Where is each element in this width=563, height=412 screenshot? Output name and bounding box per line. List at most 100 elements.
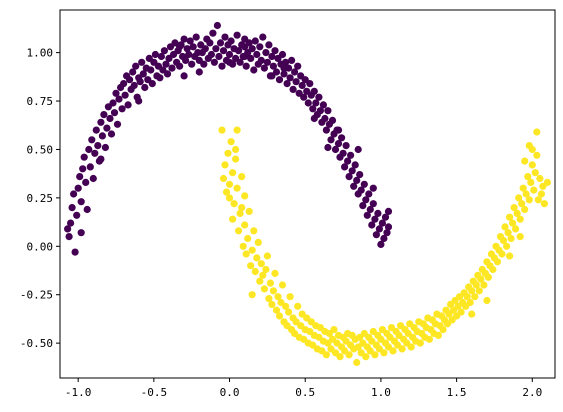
scatter-point — [300, 93, 308, 101]
scatter-point — [268, 300, 276, 308]
scatter-point — [106, 114, 114, 123]
scatter-point — [76, 173, 84, 181]
scatter-point — [242, 250, 250, 258]
scatter-point — [304, 99, 312, 107]
scatter-point — [310, 87, 318, 95]
scatter-point — [82, 178, 90, 186]
scatter-point — [534, 196, 542, 204]
scatter-point — [463, 293, 471, 301]
scatter-point — [262, 49, 270, 57]
scatter-point — [260, 64, 268, 72]
scatter-point — [498, 250, 506, 258]
scatter-point — [256, 277, 264, 285]
scatter-point — [536, 174, 544, 183]
scatter-point — [253, 50, 261, 59]
scatter-point — [282, 302, 290, 310]
scatter-point — [257, 260, 265, 268]
scatter-point — [472, 281, 480, 289]
scatter-point — [359, 202, 367, 210]
scatter-point — [157, 52, 165, 61]
scatter-point — [212, 45, 220, 53]
scatter-point — [151, 50, 159, 59]
scatter-point — [238, 173, 246, 181]
scatter-point — [510, 204, 518, 212]
scatter-point — [398, 345, 406, 353]
scatter-point — [259, 33, 267, 41]
scatter-point — [256, 43, 264, 51]
scatter-point — [350, 182, 358, 190]
scatter-point — [330, 326, 338, 334]
scatter-point — [221, 161, 229, 169]
scatter-point — [353, 358, 361, 367]
scatter-point — [121, 91, 129, 99]
scatter-point — [236, 209, 244, 217]
scatter-point — [533, 151, 541, 159]
scatter-point — [232, 155, 240, 163]
scatter-point — [525, 142, 533, 150]
scatter-point — [285, 308, 293, 316]
scatter-point — [368, 221, 376, 229]
scatter-point — [103, 124, 111, 132]
scatter-point — [232, 145, 240, 154]
scatter-point — [268, 72, 276, 80]
scatter-point — [245, 207, 253, 215]
scatter-point — [522, 190, 530, 198]
scatter-point — [180, 35, 188, 43]
x-tick-label: 1.5 — [447, 386, 467, 399]
scatter-point — [286, 293, 294, 301]
scatter-point — [97, 155, 105, 163]
x-tick-label: -1.0 — [65, 386, 92, 399]
scatter-point — [384, 207, 393, 215]
scatter-point — [94, 142, 102, 150]
scatter-point — [247, 262, 255, 270]
scatter-point — [543, 178, 552, 186]
scatter-point — [518, 200, 526, 208]
scatter-point — [241, 52, 249, 61]
scatter-point — [321, 114, 329, 123]
scatter-point — [162, 60, 170, 68]
scatter-point — [250, 66, 258, 74]
x-tick-label: 1.0 — [371, 386, 391, 399]
scatter-point — [97, 118, 105, 126]
x-tick-label: 0.0 — [220, 386, 240, 399]
scatter-point — [319, 101, 327, 109]
scatter-point — [292, 78, 300, 86]
scatter-point — [338, 134, 346, 142]
scatter-point — [511, 225, 520, 233]
scatter-point — [77, 229, 85, 237]
scatter-point — [130, 81, 138, 90]
scatter-point — [380, 349, 388, 357]
scatter-point — [241, 221, 249, 229]
scatter-point — [74, 184, 82, 192]
scatter-point — [280, 64, 288, 72]
scatter-point — [289, 85, 297, 93]
scatter-point — [269, 287, 277, 295]
scatter-point — [210, 58, 218, 66]
scatter-point — [378, 219, 386, 227]
scatter-point — [360, 180, 368, 188]
scatter-point — [324, 107, 332, 115]
scatter-point — [227, 138, 235, 146]
scatter-point — [348, 167, 356, 175]
scatter-point — [233, 184, 241, 192]
scatter-point — [530, 186, 538, 194]
scatter-point — [537, 190, 546, 198]
y-tick-label: -0.25 — [20, 289, 53, 302]
scatter-point — [206, 39, 214, 47]
x-tick-label: -0.5 — [141, 386, 168, 399]
scatter-point — [331, 145, 340, 154]
scatter-point — [233, 31, 241, 39]
scatter-point — [139, 70, 147, 78]
scatter-point — [389, 347, 397, 355]
scatter-point — [180, 72, 188, 80]
scatter-point — [521, 205, 529, 214]
scatter-point — [316, 107, 324, 115]
x-tick-label: 2.0 — [522, 386, 542, 399]
scatter-point — [192, 33, 200, 41]
scatter-point — [120, 80, 128, 88]
scatter-point — [384, 223, 393, 231]
scatter-point — [531, 169, 539, 177]
scatter-point — [68, 204, 76, 212]
scatter-point — [519, 184, 527, 192]
scatter-point — [163, 70, 172, 78]
